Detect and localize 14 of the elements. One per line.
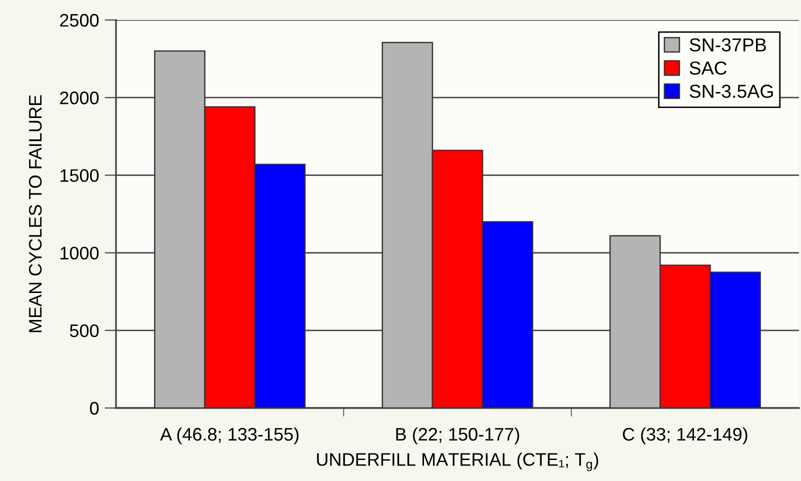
y-axis-title: MEAN CYCLES TO FAILURE — [28, 95, 42, 332]
y-tick-label: 1500 — [60, 169, 99, 182]
y-tick-label: 2000 — [60, 92, 99, 104]
x-tick-label: C (33; 142-149) — [622, 427, 748, 444]
legend-label: SAC — [690, 61, 727, 75]
y-tick-label: 0 — [90, 402, 99, 415]
x-axis-title: UNDERFILL MATERIAL (CTE₁; T$_{g}$) — [317, 452, 598, 472]
legend-label: SN-37PB — [690, 38, 766, 52]
x-tick-label: B (22; 150-177) — [396, 427, 520, 444]
y-tick-label: 500 — [70, 324, 99, 338]
x-tick-label: A (46.8; 133-155) — [160, 427, 298, 444]
y-tick-label: 1000 — [60, 246, 99, 260]
legend-label: SN-3.5AG — [690, 84, 773, 98]
y-tick-label: 2500 — [60, 14, 99, 27]
